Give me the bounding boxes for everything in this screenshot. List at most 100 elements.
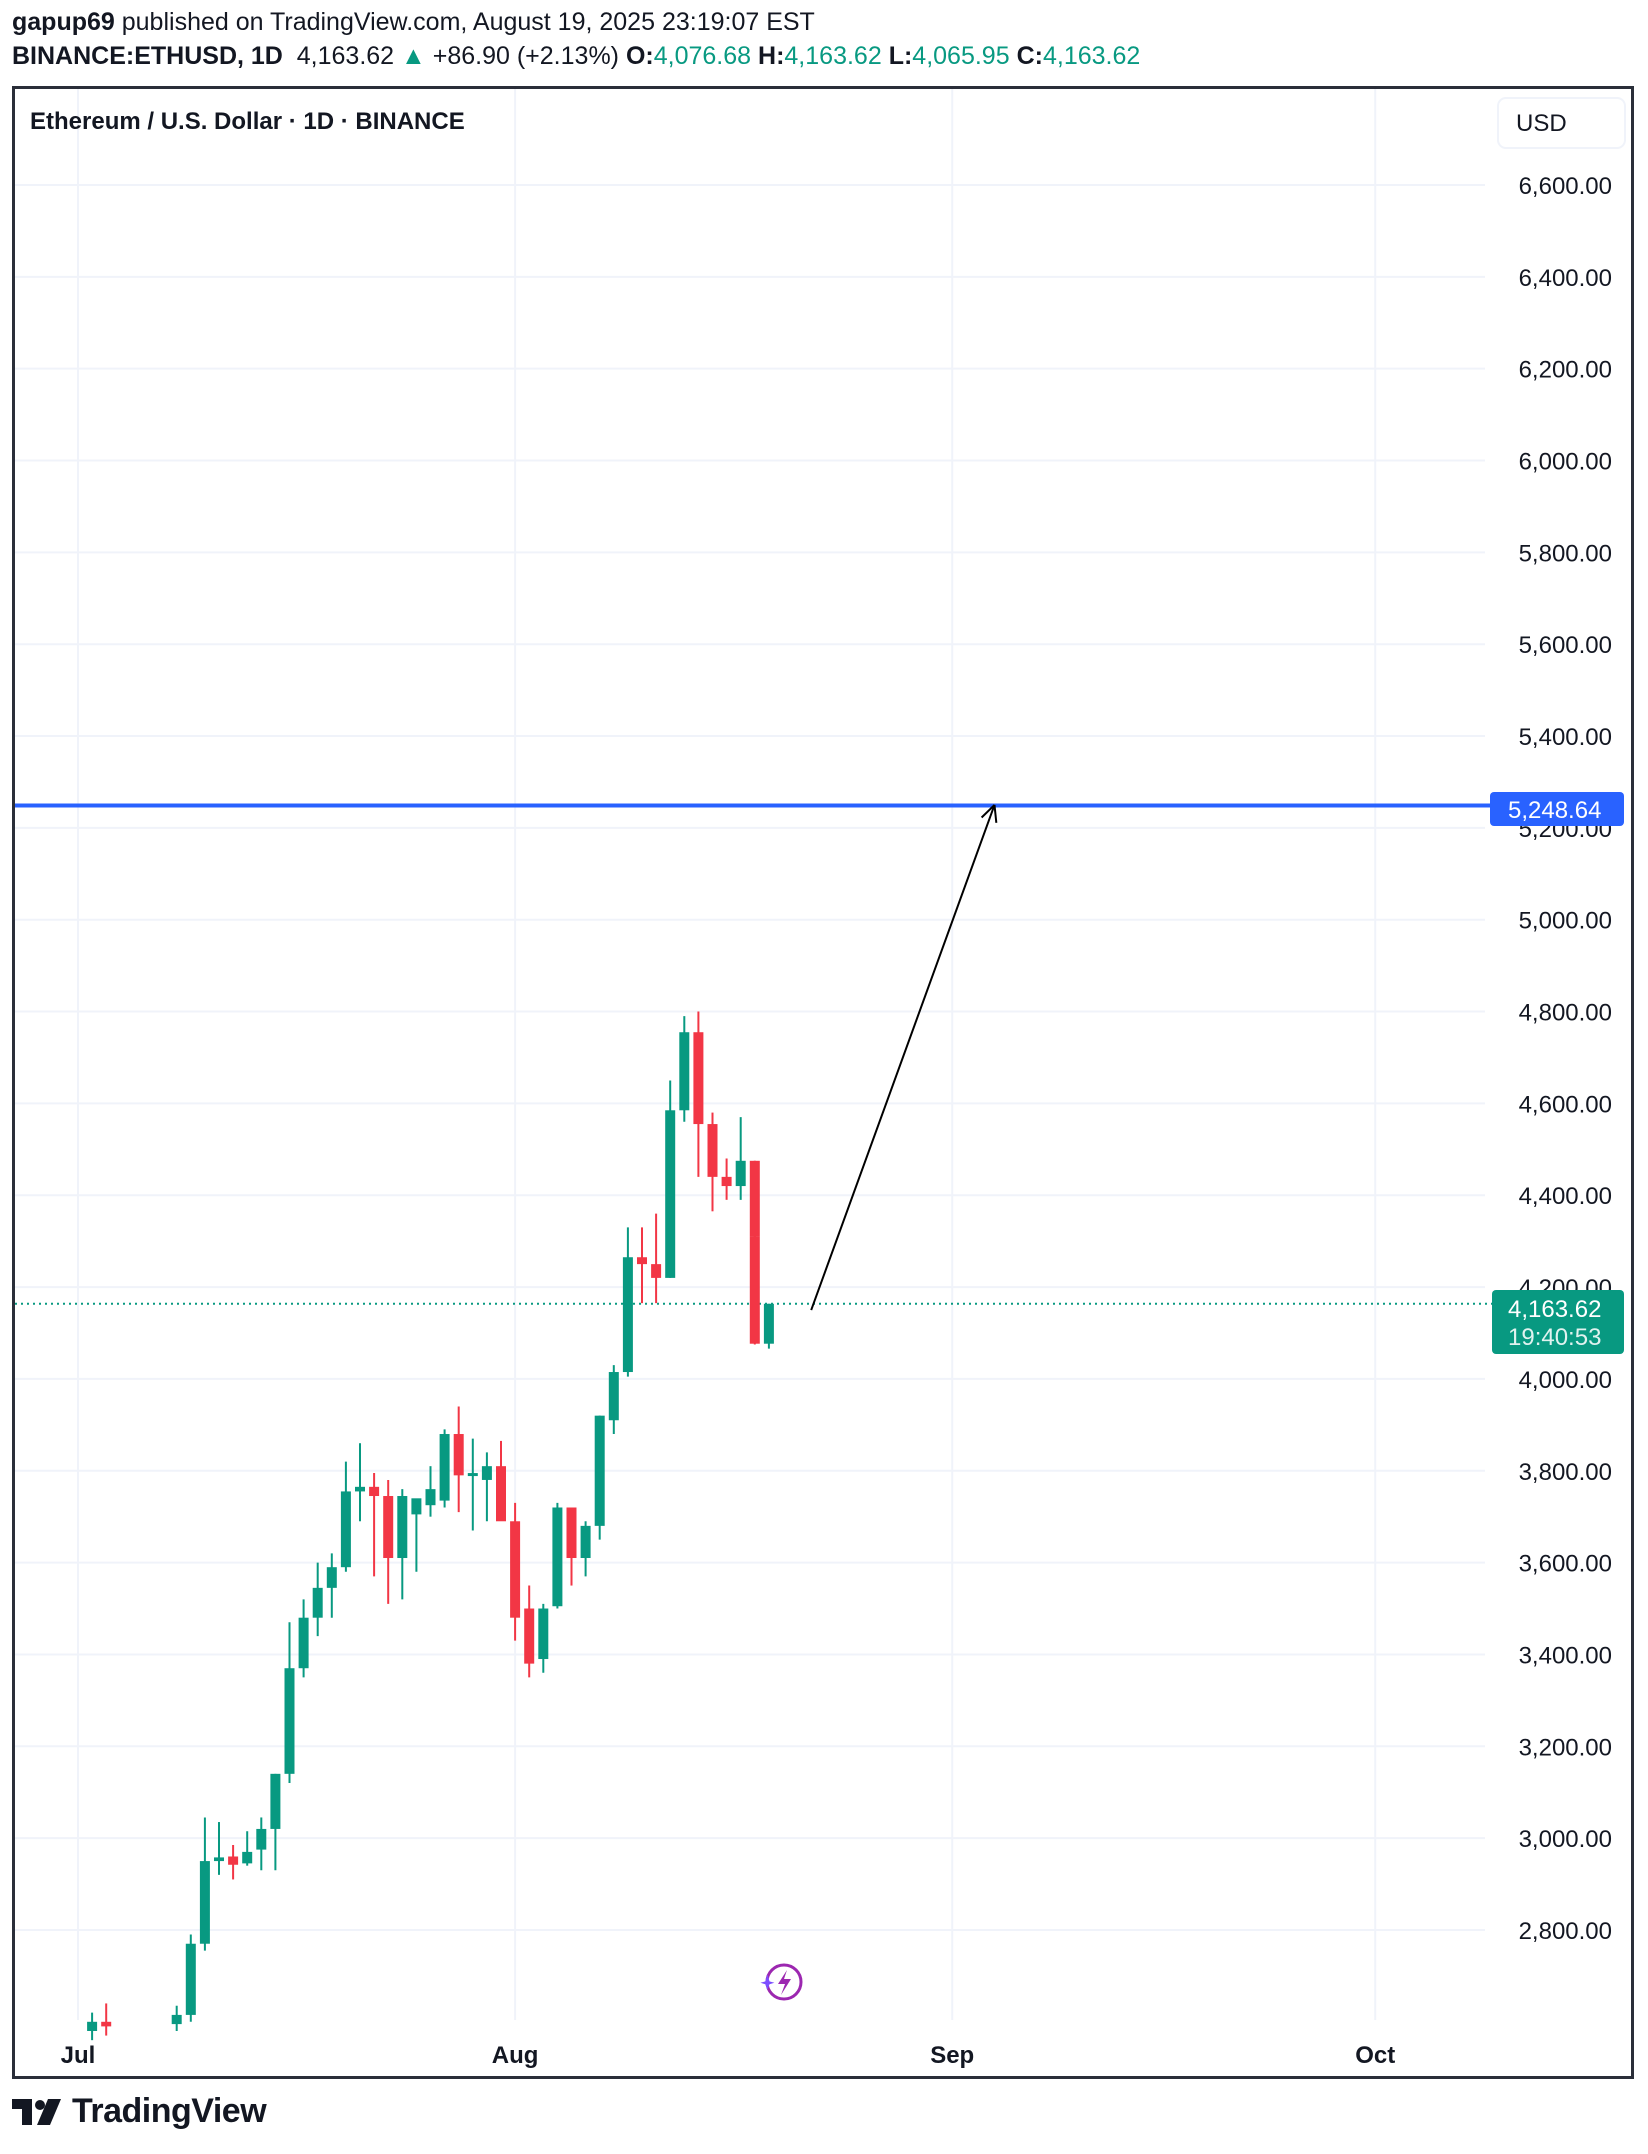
target-price-text: 5,248.64 bbox=[1508, 797, 1601, 824]
candle bbox=[355, 1443, 365, 1522]
currency-label: USD bbox=[1516, 110, 1567, 137]
close-label: C: bbox=[1016, 42, 1043, 70]
candle bbox=[383, 1479, 394, 1604]
candle bbox=[439, 1429, 450, 1508]
y-tick-label: 6,000.00 bbox=[1519, 449, 1612, 476]
candle bbox=[594, 1415, 605, 1540]
candle bbox=[453, 1406, 464, 1513]
candle bbox=[721, 1158, 732, 1200]
tradingview-logo-icon bbox=[12, 2098, 61, 2125]
candle bbox=[566, 1507, 577, 1586]
candle bbox=[298, 1599, 309, 1678]
branding-text: TradingView bbox=[72, 2092, 267, 2130]
candle bbox=[270, 1773, 281, 1871]
candle bbox=[411, 1498, 422, 1572]
candle bbox=[467, 1438, 478, 1531]
quote-line: BINANCE:ETHUSD, 1D 4,163.62 ▲ +86.90 (+2… bbox=[12, 42, 1140, 71]
y-tick-label: 4,800.00 bbox=[1519, 1000, 1612, 1027]
candle bbox=[284, 1622, 295, 1784]
up-arrow-icon: ▲ bbox=[401, 42, 426, 70]
candle bbox=[524, 1585, 535, 1678]
candle bbox=[481, 1452, 492, 1522]
candle bbox=[326, 1553, 337, 1618]
candle bbox=[199, 1817, 210, 1951]
chart-title: Ethereum / U.S. Dollar · 1D · BINANCE bbox=[30, 108, 465, 135]
low-value: 4,065.95 bbox=[912, 42, 1010, 70]
candle bbox=[496, 1440, 506, 1522]
publish-line: gapup69 published on TradingView.com, Au… bbox=[12, 8, 815, 37]
y-tick-label: 4,000.00 bbox=[1519, 1367, 1612, 1394]
candle bbox=[171, 2005, 182, 2031]
candle bbox=[101, 2003, 112, 2036]
candle bbox=[693, 1011, 704, 1177]
trend-arrow[interactable] bbox=[810, 804, 998, 1311]
candle bbox=[312, 1562, 323, 1637]
y-tick-label: 5,400.00 bbox=[1519, 724, 1612, 751]
y-tick-label: 5,800.00 bbox=[1519, 540, 1612, 567]
candle bbox=[214, 1822, 224, 1875]
y-tick-label: 6,600.00 bbox=[1519, 173, 1612, 200]
y-tick-label: 3,400.00 bbox=[1519, 1642, 1612, 1669]
symbol-label: BINANCE:ETHUSD, 1D bbox=[12, 42, 283, 70]
candle bbox=[369, 1473, 380, 1577]
candle bbox=[679, 1016, 690, 1122]
last-price: 4,163.62 bbox=[296, 42, 395, 70]
y-tick-label: 4,600.00 bbox=[1519, 1091, 1612, 1118]
candle bbox=[749, 1213, 760, 1345]
x-tick-label: Oct bbox=[1355, 2042, 1395, 2069]
candle bbox=[340, 1461, 351, 1572]
candle bbox=[242, 1831, 253, 1866]
gridlines bbox=[15, 89, 1485, 2020]
candle bbox=[256, 1817, 267, 1871]
author-name[interactable]: gapup69 bbox=[12, 8, 115, 36]
candle bbox=[637, 1227, 647, 1304]
x-tick-label: Aug bbox=[492, 2042, 539, 2069]
last-price-label: 4,163.62 19:40:53 bbox=[1492, 1290, 1624, 1354]
y-tick-label: 5,600.00 bbox=[1519, 632, 1612, 659]
candle bbox=[425, 1466, 436, 1517]
x-tick-label: Jul bbox=[61, 2042, 96, 2069]
publish-text: published on TradingView.com, August 19,… bbox=[114, 8, 815, 36]
open-value: 4,076.68 bbox=[653, 42, 752, 70]
high-label: H: bbox=[758, 42, 785, 70]
price-change: +86.90 (+2.13%) bbox=[432, 42, 619, 70]
open-label: O: bbox=[625, 42, 654, 70]
candle bbox=[707, 1112, 718, 1212]
y-tick-label: 3,800.00 bbox=[1519, 1459, 1612, 1486]
candle bbox=[735, 1117, 746, 1200]
candle bbox=[552, 1502, 563, 1609]
candle bbox=[608, 1365, 619, 1435]
candle bbox=[763, 1303, 774, 1349]
target-price-label: 5,248.64 bbox=[1490, 792, 1624, 826]
currency-button[interactable]: USD bbox=[1497, 97, 1626, 149]
y-tick-label: 3,600.00 bbox=[1519, 1551, 1612, 1578]
y-tick-label: 2,800.00 bbox=[1519, 1918, 1612, 1945]
y-tick-label: 6,200.00 bbox=[1519, 357, 1612, 384]
last-price-text: 4,163.62 bbox=[1508, 1296, 1601, 1323]
y-tick-label: 3,200.00 bbox=[1519, 1734, 1612, 1761]
lightning-icon[interactable] bbox=[760, 1963, 803, 2001]
price-axis[interactable]: 2,800.00 3,000.00 3,200.00 3,400.00 3,600.00… bbox=[1519, 173, 1612, 1945]
candle bbox=[397, 1489, 408, 1600]
candle bbox=[185, 1934, 196, 2022]
tradingview-logo[interactable]: TradingView bbox=[12, 2092, 267, 2131]
low-label: L: bbox=[888, 42, 913, 70]
candle bbox=[87, 2012, 98, 2041]
candle bbox=[510, 1502, 521, 1641]
y-tick-label: 3,000.00 bbox=[1519, 1826, 1612, 1853]
close-value: 4,163.62 bbox=[1042, 42, 1141, 70]
x-tick-label: Sep bbox=[930, 2042, 974, 2069]
time-axis[interactable]: Jul Aug Sep Oct bbox=[61, 2042, 1396, 2069]
candle bbox=[228, 1845, 239, 1880]
candles bbox=[87, 1011, 774, 2041]
y-tick-label: 6,400.00 bbox=[1519, 265, 1612, 292]
chart-frame bbox=[12, 86, 1634, 2079]
countdown-text: 19:40:53 bbox=[1508, 1324, 1601, 1351]
candle bbox=[651, 1213, 662, 1304]
y-tick-label: 5,000.00 bbox=[1519, 908, 1612, 935]
candle bbox=[622, 1227, 633, 1377]
candle bbox=[538, 1603, 549, 1673]
y-tick-label: 4,400.00 bbox=[1519, 1183, 1612, 1210]
high-value: 4,163.62 bbox=[784, 42, 882, 70]
